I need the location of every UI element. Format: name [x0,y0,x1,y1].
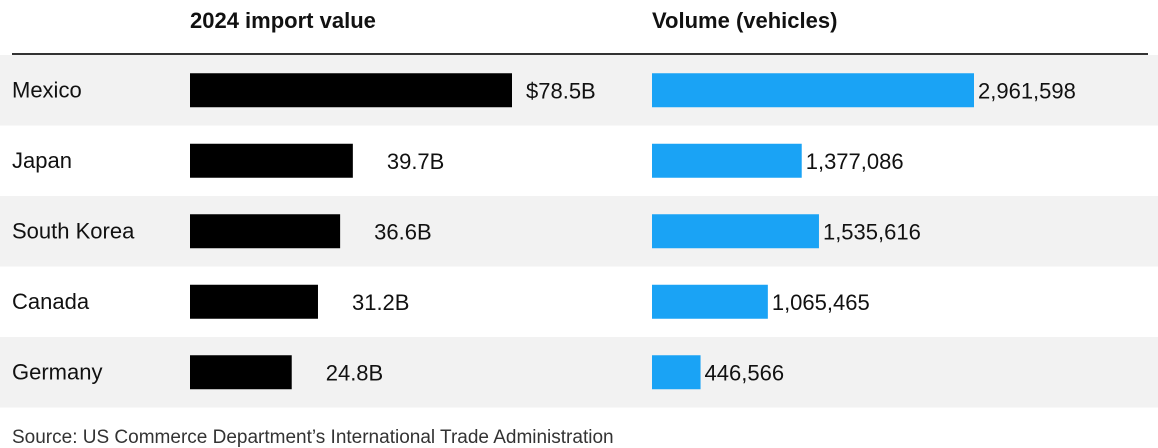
volume-bar [652,355,701,390]
value-bar [190,143,353,178]
volume-bar [652,143,802,178]
chart-rows: Mexico $78.5B 2,961,598 Japan 39.7B 1,377,086… [12,73,1076,390]
value-bar [190,284,318,319]
value-label: $78.5B [526,78,596,103]
country-label: Japan [12,148,72,173]
row-stripe [0,196,1158,267]
value-bar [190,355,292,390]
volume-label: 446,566 [705,360,785,385]
country-label: Mexico [12,77,82,102]
value-label: 24.8B [326,360,384,385]
value-bar [190,73,512,108]
value-label: 36.6B [374,219,432,244]
volume-label: 1,065,465 [772,290,870,315]
value-label: 31.2B [352,290,410,315]
header-import-value: 2024 import value [190,8,376,33]
country-label: Germany [12,359,102,384]
country-label: South Korea [12,218,135,243]
volume-bar [652,284,768,319]
volume-label: 1,535,616 [823,219,921,244]
row-stripes [0,55,1158,408]
country-label: Canada [12,289,90,314]
row-stripe [0,337,1158,408]
source-note: Source: US Commerce Department’s Interna… [12,427,614,448]
volume-label: 2,961,598 [978,78,1076,103]
value-label: 39.7B [387,149,445,174]
value-bar [190,214,341,249]
volume-bar [652,214,819,249]
volume-bar [652,73,974,108]
header-volume: Volume (vehicles) [652,8,837,33]
volume-label: 1,377,086 [806,149,904,174]
